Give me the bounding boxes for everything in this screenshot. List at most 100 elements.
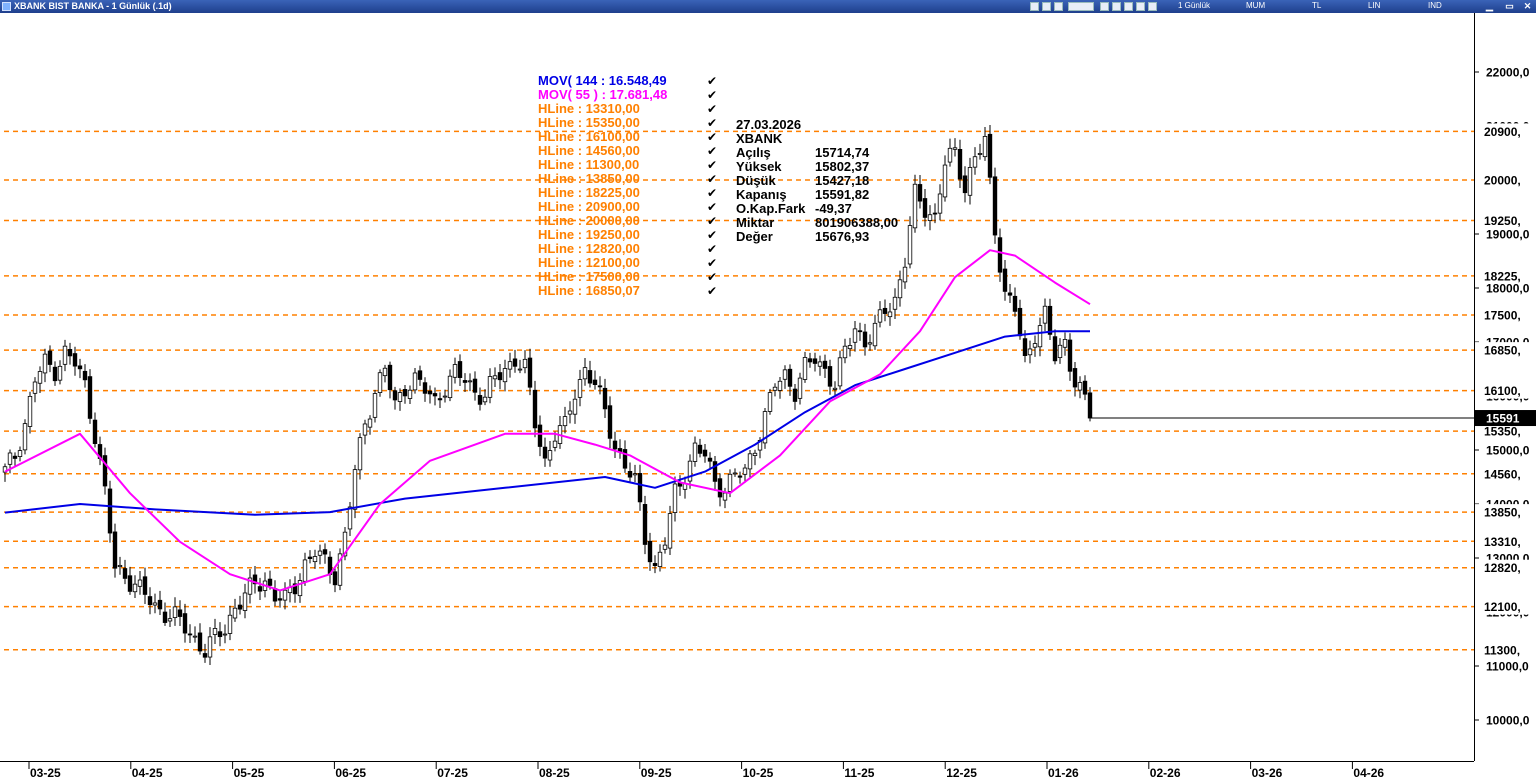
candle-body — [12, 455, 18, 459]
info-value: 15714,74 — [815, 145, 870, 160]
candle-body — [782, 369, 788, 380]
ma144-line — [4, 330, 1090, 516]
x-tick-label: 03-26 — [1252, 766, 1283, 780]
info-label: Değer — [736, 229, 773, 244]
candle-body — [852, 328, 858, 343]
hline-label-bg — [1475, 342, 1535, 359]
title-bar: XBANK BIST BANKA - 1 Günlük (.1d) 1 Günl… — [0, 0, 1536, 13]
candle-body — [462, 380, 468, 383]
y-tick-label: 18000,0 — [1486, 282, 1530, 296]
hline-label: 17500, — [1484, 309, 1521, 323]
candle-body — [917, 184, 923, 202]
candle-body — [377, 372, 383, 393]
candle-body — [1012, 295, 1018, 312]
toolbar-icon-3[interactable] — [1054, 2, 1063, 11]
candle-body — [82, 370, 88, 381]
toolbar-icon-5[interactable] — [1100, 2, 1109, 11]
hline-layer — [4, 130, 1474, 651]
candle-body — [252, 574, 258, 585]
candle-body — [132, 583, 138, 593]
candle-body — [1017, 307, 1023, 337]
candle-body — [187, 633, 193, 636]
candle-body — [832, 387, 838, 390]
candle-body — [292, 583, 298, 595]
hline-label: 15350, — [1484, 425, 1521, 439]
candle-body — [142, 576, 148, 595]
candle-body — [992, 176, 998, 236]
hline-label: 13310, — [1484, 535, 1521, 549]
candle-body — [397, 392, 403, 402]
legend-entry: MOV( 55 ) : 17.681,48 — [538, 87, 667, 102]
candle-body — [877, 309, 883, 323]
toolbar-icon-9[interactable] — [1148, 2, 1157, 11]
toolbar-icon-4[interactable] — [1068, 2, 1094, 11]
info-label: 27.03.2026 — [736, 117, 801, 132]
candle-body — [972, 156, 978, 168]
legend-check-icon: ✔ — [707, 186, 717, 200]
candle-body — [182, 613, 188, 634]
candle-body — [597, 385, 603, 388]
candle-body — [322, 549, 328, 555]
legend-check-icon: ✔ — [707, 242, 717, 256]
candle-body — [267, 578, 273, 586]
hline-label-bg — [1475, 559, 1535, 576]
candle-body — [477, 395, 483, 405]
candle-body — [47, 350, 53, 365]
candle-body — [357, 437, 363, 471]
minimize-button[interactable]: ▁ — [1486, 1, 1493, 11]
candle-body — [872, 322, 878, 347]
candle-body — [107, 488, 113, 534]
info-value: -49,37 — [815, 201, 852, 216]
candle-body — [52, 366, 58, 382]
hline-label: 12820, — [1484, 561, 1521, 575]
toolbar-icon-2[interactable] — [1042, 2, 1051, 11]
candle-body — [387, 364, 393, 391]
toolbar-scale[interactable]: LIN — [1368, 1, 1381, 10]
candle-body — [192, 635, 198, 638]
candle-body — [522, 358, 528, 369]
toolbar-icon-6[interactable] — [1112, 2, 1121, 11]
legend-check-icon: ✔ — [707, 158, 717, 172]
x-tick-label: 05-25 — [234, 766, 265, 780]
x-tick-label: 12-25 — [946, 766, 977, 780]
legend-check-icon: ✔ — [707, 74, 717, 88]
candle-body — [667, 513, 673, 549]
maximize-button[interactable]: ▭ — [1505, 1, 1514, 11]
toolbar-icon-1[interactable] — [1030, 2, 1039, 11]
candle-body — [112, 531, 118, 569]
toolbar-icon-7[interactable] — [1124, 2, 1133, 11]
candle-body — [27, 395, 33, 427]
toolbar-indicators[interactable]: IND — [1428, 1, 1442, 10]
candle-body — [607, 405, 613, 439]
toolbar-currency[interactable]: TL — [1312, 1, 1322, 10]
info-value: 15676,93 — [815, 229, 869, 244]
toolbar-chart-type[interactable]: MUM — [1246, 1, 1266, 10]
candle-body — [457, 361, 463, 378]
candle-body — [897, 279, 903, 299]
candle-body — [372, 393, 378, 418]
candle-body — [87, 376, 93, 419]
candle-body — [532, 389, 538, 429]
candle-body — [167, 618, 173, 622]
candle-body — [472, 378, 478, 393]
hline-label: 20000, — [1484, 174, 1521, 188]
candle-body — [57, 365, 63, 381]
candle-body — [707, 457, 713, 462]
close-button[interactable]: ✕ — [1523, 1, 1532, 11]
hline-label-bg — [1475, 465, 1535, 482]
candle-body — [632, 473, 638, 476]
x-tick-label: 08-25 — [539, 766, 570, 780]
hline-label: 12100, — [1484, 600, 1521, 614]
toolbar-icon-8[interactable] — [1136, 2, 1145, 11]
candle-body — [997, 237, 1003, 273]
toolbar-period[interactable]: 1 Günlük — [1178, 1, 1211, 10]
candle-body — [212, 628, 218, 635]
hline-label: 20900, — [1484, 125, 1521, 139]
candle-body — [937, 193, 943, 214]
legend-check-icon: ✔ — [707, 284, 717, 298]
candle-body — [577, 379, 583, 398]
candle-body — [562, 416, 568, 427]
hline-label-bg — [1475, 423, 1535, 440]
price-chart[interactable]: 22000,021000,020000,019000,018000,017000… — [0, 13, 1536, 783]
candle-body — [312, 556, 318, 563]
